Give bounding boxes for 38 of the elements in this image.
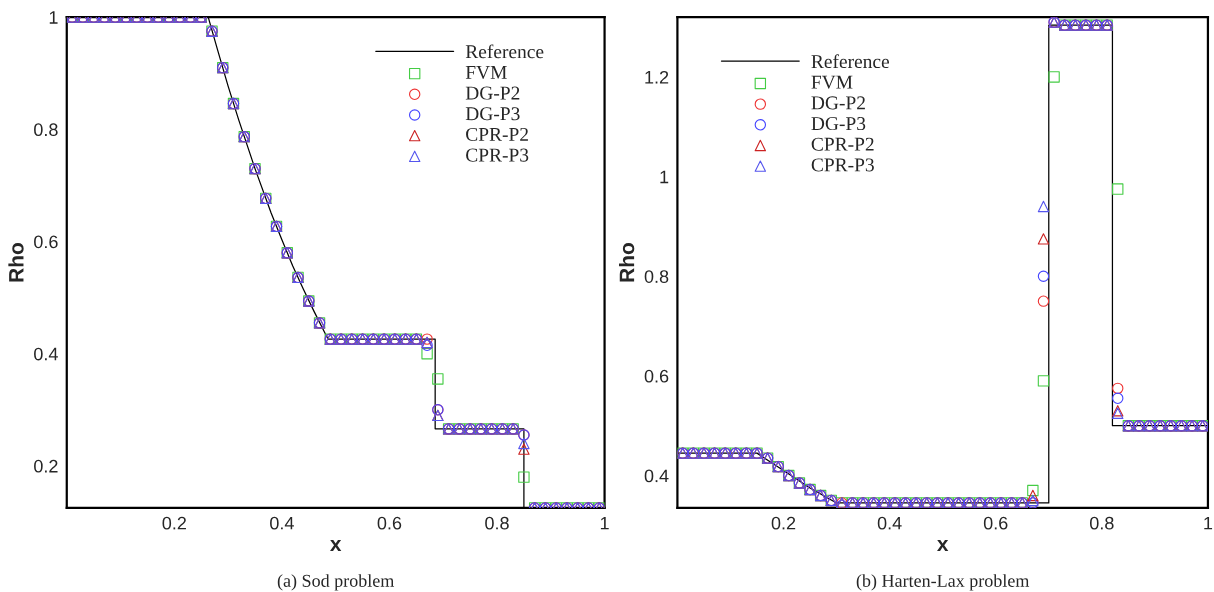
text: (a) Sod problem [277,574,395,591]
x-axis-title: x [937,539,949,551]
y-axis-title: Rho [8,243,24,282]
legend-label: CPR-P2 [811,137,874,151]
y-axis-title: Rho [619,243,635,282]
x-tick-label: 0.4 [270,516,294,530]
x-tick-label: 0.8 [1089,516,1114,530]
x-tick-label: 0.4 [877,516,902,530]
legend-label: DG-P2 [811,96,865,110]
legend-label: CPR-P3 [466,148,529,162]
x-axis-title: x [330,539,342,551]
legend-label: CPR-P3 [811,158,874,172]
x-tick-label: 0.6 [983,516,1008,530]
x-tick-label: 0.2 [771,516,796,530]
y-tick-label: 1.2 [645,70,669,84]
y-tick-label: 0.6 [34,235,58,249]
y-tick-label: 0.6 [644,369,669,383]
legend-label: Reference [465,44,544,59]
legend-label: DG-P2 [465,86,520,100]
legend-label: FVM [465,66,507,80]
legend-label: CPR-P2 [466,127,528,141]
legend-label: Reference [811,54,889,69]
legend-label: FVM [811,75,853,89]
legend-label: DG-P3 [811,117,866,131]
x-tick-label: 0.2 [162,516,186,530]
y-tick-label: 1 [49,11,58,24]
y-tick-label: 0.4 [644,469,669,483]
text: (b) Harten-Lax problem [856,574,1030,591]
x-tick-label: 1 [600,516,609,530]
y-tick-label: 0.8 [644,270,669,283]
y-tick-label: 0.4 [34,347,58,361]
y-tick-label: 1 [660,170,669,184]
x-tick-label: 0.6 [377,516,402,530]
y-tick-label: 0.2 [34,459,58,473]
x-tick-label: 1 [1204,516,1213,530]
y-tick-label: 0.8 [34,123,58,137]
x-tick-label: 0.8 [485,516,509,530]
legend-label: DG-P3 [465,107,520,121]
